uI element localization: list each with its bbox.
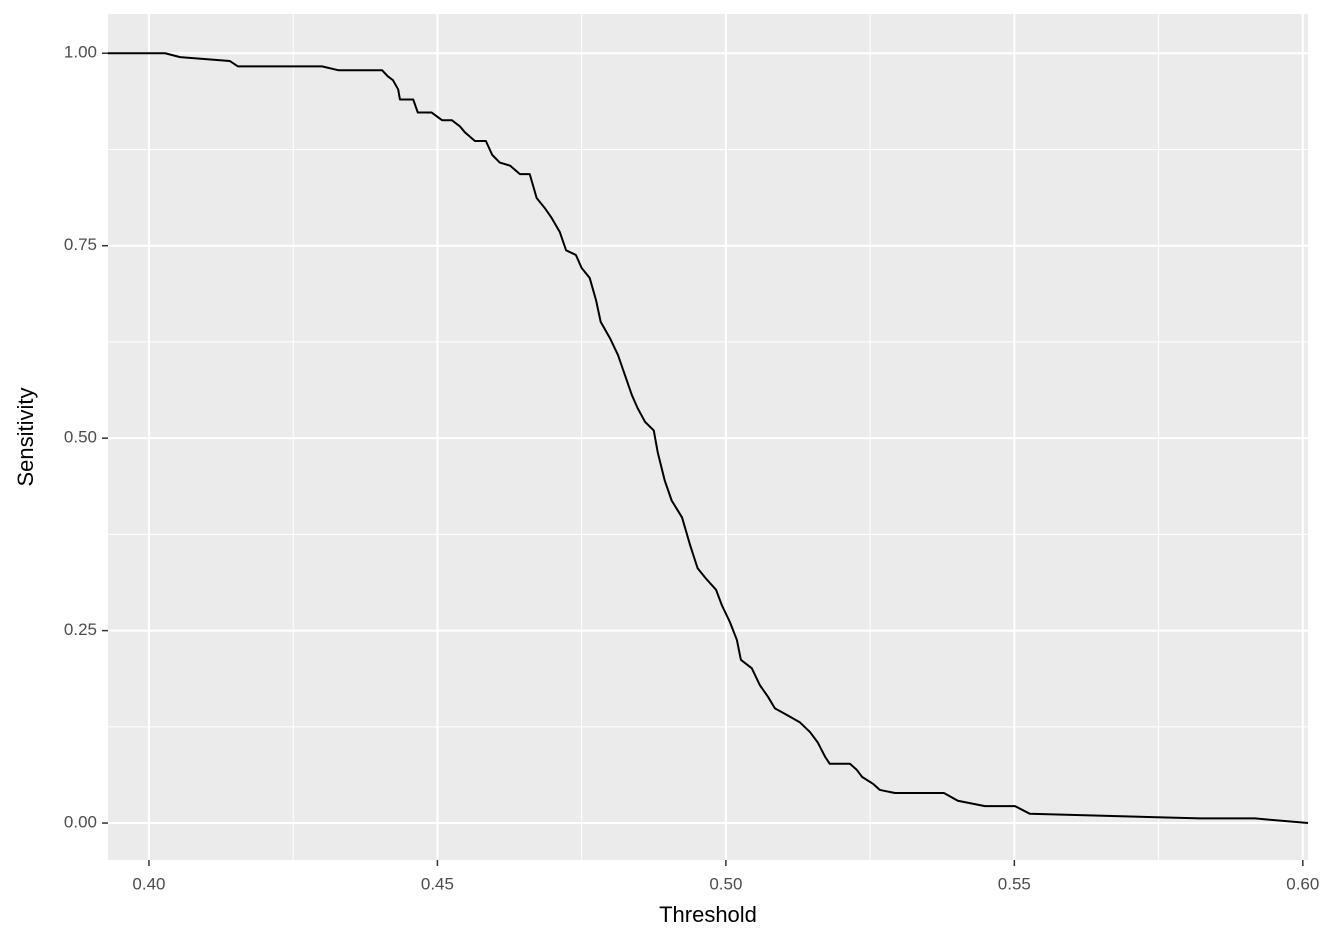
x-tick-label: 0.45 bbox=[421, 874, 454, 893]
x-tick-label: 0.60 bbox=[1286, 874, 1319, 893]
x-axis-title: Threshold bbox=[659, 902, 757, 927]
y-tick-label: 0.00 bbox=[64, 813, 97, 832]
line bbox=[108, 52, 1309, 825]
panel bbox=[108, 14, 1308, 860]
y-tick-label: 0.50 bbox=[64, 428, 97, 447]
y-axis-title: Sensitivity bbox=[13, 387, 38, 486]
y-tick-label: 0.25 bbox=[64, 620, 97, 639]
x-tick-label: 0.40 bbox=[132, 874, 165, 893]
y-tick-label: 0.75 bbox=[64, 235, 97, 254]
x-tick-label: 0.55 bbox=[998, 874, 1031, 893]
x-tick-label: 0.50 bbox=[709, 874, 742, 893]
y-tick-label: 1.00 bbox=[64, 43, 97, 62]
